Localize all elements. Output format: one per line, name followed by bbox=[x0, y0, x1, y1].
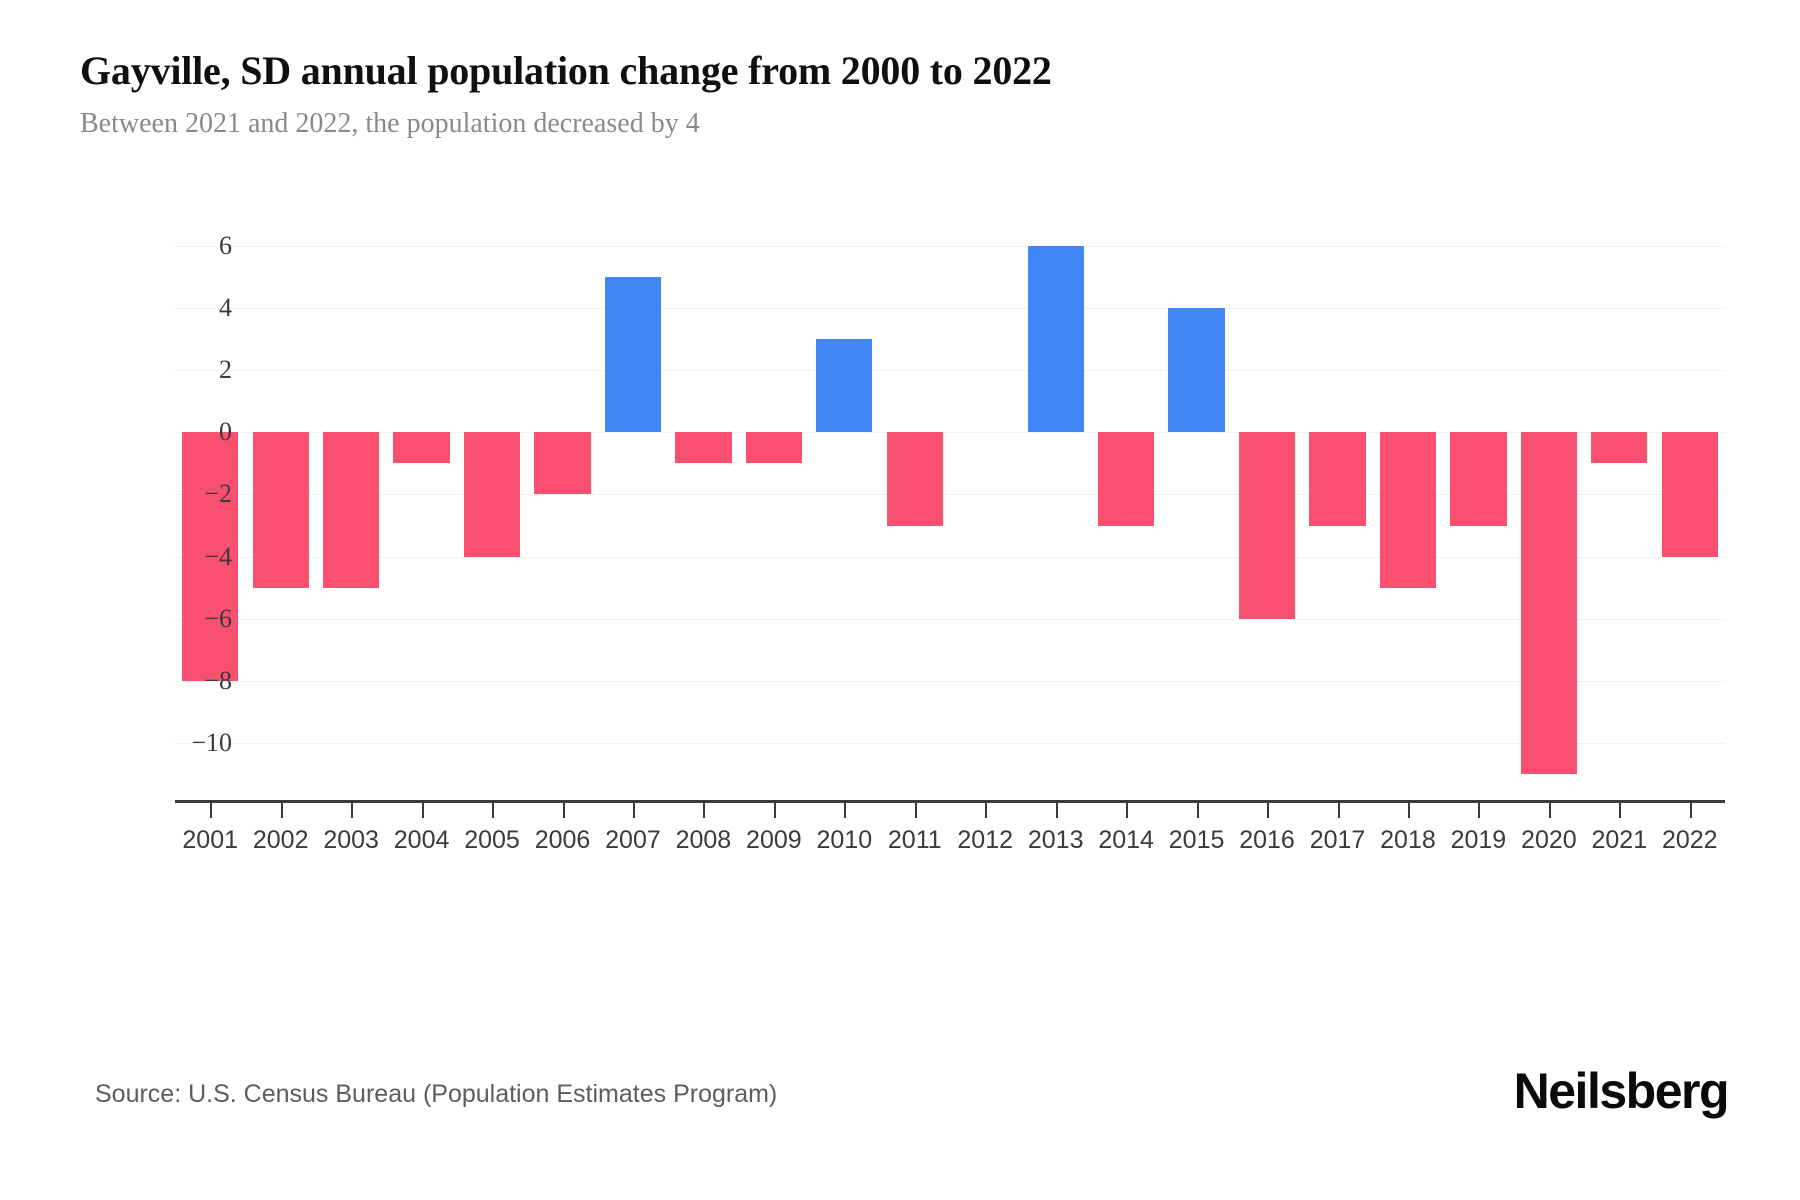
x-axis-tick-mark bbox=[632, 800, 635, 818]
gridline bbox=[175, 245, 1725, 247]
source-note: Source: U.S. Census Bureau (Population E… bbox=[95, 1080, 778, 1108]
x-axis-tick-mark bbox=[773, 800, 776, 818]
gridline bbox=[175, 556, 1725, 558]
x-axis-tick-mark bbox=[1055, 800, 1058, 818]
x-axis-tick-label: 2005 bbox=[464, 826, 520, 854]
y-axis-tick-label: −2 bbox=[204, 479, 232, 509]
chart-header: Gayville, SD annual population change fr… bbox=[80, 48, 1720, 140]
bar-2011[interactable] bbox=[886, 432, 943, 526]
x-axis-tick-mark bbox=[1337, 800, 1340, 818]
x-axis-tick-label: 2001 bbox=[182, 826, 239, 854]
bar-2022[interactable] bbox=[1661, 432, 1718, 557]
bar-2007[interactable] bbox=[604, 276, 662, 433]
y-axis-tick-label: 2 bbox=[219, 355, 232, 384]
x-axis-tick-label: 2004 bbox=[393, 826, 450, 854]
y-axis-tick-label: −10 bbox=[191, 728, 232, 758]
x-axis-tick-mark bbox=[1548, 800, 1551, 818]
chart-subtitle: Between 2021 and 2022, the population de… bbox=[80, 108, 700, 139]
gridline bbox=[175, 681, 1725, 683]
x-axis-tick-label: 2007 bbox=[605, 826, 661, 854]
x-axis-tick-mark bbox=[1689, 800, 1692, 818]
gridline bbox=[175, 618, 1725, 620]
x-axis-tick-mark bbox=[280, 800, 283, 818]
bar-2009[interactable] bbox=[745, 432, 803, 464]
x-axis-tick-mark bbox=[914, 800, 917, 818]
x-axis-tick-label: 2009 bbox=[746, 826, 802, 854]
x-axis-tick-mark bbox=[351, 800, 354, 818]
x-axis-tick-mark bbox=[1478, 800, 1481, 818]
y-axis-tick-label: −6 bbox=[204, 603, 232, 633]
x-axis-tick-mark bbox=[1407, 800, 1410, 818]
bar-2014[interactable] bbox=[1097, 432, 1155, 526]
chart-footer: Source: U.S. Census Bureau (Population E… bbox=[0, 1063, 1800, 1160]
y-axis-tick-label: 6 bbox=[219, 230, 232, 260]
y-axis-tick-label: 4 bbox=[219, 292, 232, 322]
bar-2020[interactable] bbox=[1520, 432, 1578, 775]
bar-2001[interactable] bbox=[182, 432, 239, 682]
x-axis-tick-mark bbox=[562, 800, 565, 818]
x-axis-tick-label: 2022 bbox=[1661, 826, 1718, 854]
chart-plot-region: 6 4 2 0 −2 −4 −6 −8 −10 2001 2002 2003 2004 2005 2006… bbox=[0, 230, 1800, 910]
x-axis-tick-label: 2015 bbox=[1168, 826, 1225, 854]
x-axis-tick-label: 2008 bbox=[675, 826, 732, 854]
gridline bbox=[175, 370, 1725, 371]
bar-2005[interactable] bbox=[463, 432, 521, 557]
x-axis-tick-mark bbox=[1196, 800, 1199, 818]
x-axis-tick-mark bbox=[421, 800, 424, 818]
y-axis-tick-label: −4 bbox=[204, 541, 232, 571]
x-axis-tick-mark bbox=[985, 800, 988, 818]
x-axis-tick-mark bbox=[844, 800, 847, 818]
page-title: Gayville, SD annual population change fr… bbox=[80, 48, 1052, 93]
bar-2016[interactable] bbox=[1238, 432, 1296, 619]
bar-2015[interactable] bbox=[1168, 307, 1225, 433]
x-axis-tick-label: 2019 bbox=[1450, 826, 1507, 854]
gridline bbox=[175, 494, 1725, 496]
x-axis-tick-label: 2018 bbox=[1380, 826, 1436, 854]
gridline bbox=[175, 307, 1725, 309]
x-axis-tick-label: 2016 bbox=[1239, 826, 1295, 854]
x-axis-tick-mark bbox=[1267, 800, 1270, 818]
x-axis-line bbox=[175, 800, 1725, 803]
x-axis-tick-mark bbox=[703, 800, 706, 818]
x-axis-tick-label: 2017 bbox=[1309, 826, 1366, 854]
gridline bbox=[175, 743, 1725, 745]
x-axis-tick-label: 2002 bbox=[252, 826, 309, 854]
bar-2018[interactable] bbox=[1379, 432, 1437, 588]
bar-2002[interactable] bbox=[252, 432, 309, 588]
bar-2003[interactable] bbox=[322, 432, 380, 588]
x-axis-tick-mark bbox=[210, 800, 213, 818]
gridline bbox=[175, 432, 1725, 434]
bar-2021[interactable] bbox=[1591, 432, 1648, 464]
brand-logo: Neilsberg bbox=[1513, 1063, 1730, 1119]
bar-2004[interactable] bbox=[393, 432, 450, 464]
bar-2017[interactable] bbox=[1309, 432, 1366, 526]
x-axis-tick-label: 2003 bbox=[323, 826, 379, 854]
bar-2006[interactable] bbox=[534, 432, 591, 495]
x-axis-tick-label: 2021 bbox=[1591, 826, 1648, 854]
bar-2010[interactable] bbox=[816, 338, 873, 433]
bar-2013[interactable] bbox=[1027, 245, 1084, 433]
x-axis-tick-label: 2012 bbox=[957, 826, 1014, 854]
x-axis-tick-label: 2020 bbox=[1521, 826, 1577, 854]
x-axis-tick-label: 2010 bbox=[816, 826, 873, 854]
x-axis-tick-mark bbox=[492, 800, 495, 818]
x-axis-tick-label: 2013 bbox=[1027, 826, 1084, 854]
x-axis-tick-label: 2011 bbox=[887, 826, 942, 854]
y-axis-tick-label: −8 bbox=[204, 666, 232, 696]
x-axis-tick-mark bbox=[1126, 800, 1129, 818]
x-axis-tick-label: 2006 bbox=[534, 826, 591, 854]
y-axis-tick-label: 0 bbox=[219, 417, 232, 447]
x-axis-tick-label: 2014 bbox=[1098, 826, 1154, 854]
x-axis-tick-mark bbox=[1619, 800, 1622, 818]
plot-area bbox=[175, 230, 1725, 790]
bar-2019[interactable] bbox=[1450, 432, 1507, 526]
bar-2008[interactable] bbox=[675, 432, 732, 464]
